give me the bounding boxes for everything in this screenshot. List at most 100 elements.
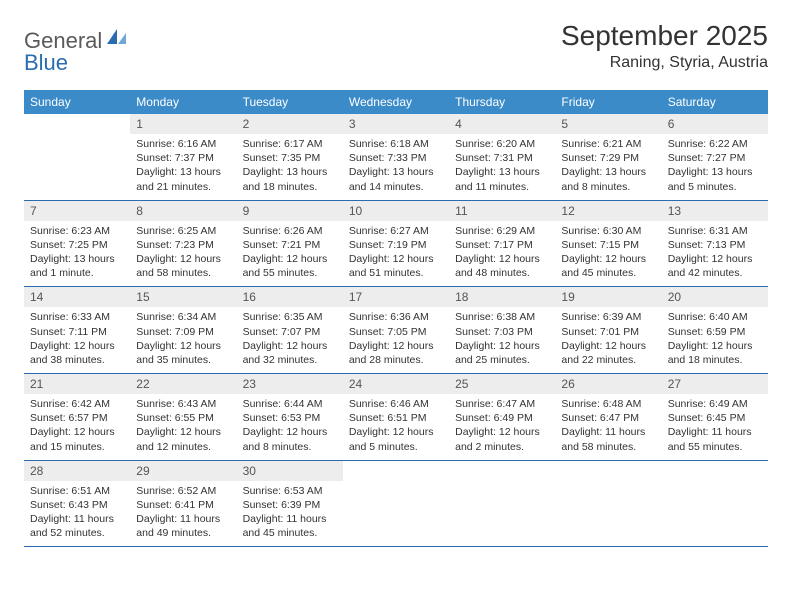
calendar-cell: 27Sunrise: 6:49 AMSunset: 6:45 PMDayligh…: [662, 374, 768, 460]
day-number: 5: [555, 114, 661, 134]
calendar-page: General September 2025 Raning, Styria, A…: [0, 0, 792, 567]
day-number: 12: [555, 201, 661, 221]
calendar-week: 28Sunrise: 6:51 AMSunset: 6:43 PMDayligh…: [24, 461, 768, 548]
weekday-header: Thursday: [449, 90, 555, 114]
day-number: 4: [449, 114, 555, 134]
day-number: 26: [555, 374, 661, 394]
day-number: 13: [662, 201, 768, 221]
day-details: Sunrise: 6:21 AMSunset: 7:29 PMDaylight:…: [555, 134, 661, 200]
day-details: Sunrise: 6:48 AMSunset: 6:47 PMDaylight:…: [555, 394, 661, 460]
day-details: Sunrise: 6:17 AMSunset: 7:35 PMDaylight:…: [237, 134, 343, 200]
day-details: Sunrise: 6:33 AMSunset: 7:11 PMDaylight:…: [24, 307, 130, 373]
day-details: Sunrise: 6:26 AMSunset: 7:21 PMDaylight:…: [237, 221, 343, 287]
calendar-cell: 20Sunrise: 6:40 AMSunset: 6:59 PMDayligh…: [662, 287, 768, 373]
calendar-cell: 14Sunrise: 6:33 AMSunset: 7:11 PMDayligh…: [24, 287, 130, 373]
calendar-cell: [555, 461, 661, 547]
calendar-week: 21Sunrise: 6:42 AMSunset: 6:57 PMDayligh…: [24, 374, 768, 461]
weekday-header: Sunday: [24, 90, 130, 114]
day-details: Sunrise: 6:22 AMSunset: 7:27 PMDaylight:…: [662, 134, 768, 200]
day-number: 29: [130, 461, 236, 481]
day-details: Sunrise: 6:42 AMSunset: 6:57 PMDaylight:…: [24, 394, 130, 460]
calendar-cell: [662, 461, 768, 547]
calendar-cell: 6Sunrise: 6:22 AMSunset: 7:27 PMDaylight…: [662, 114, 768, 200]
day-details: Sunrise: 6:27 AMSunset: 7:19 PMDaylight:…: [343, 221, 449, 287]
calendar-cell: 5Sunrise: 6:21 AMSunset: 7:29 PMDaylight…: [555, 114, 661, 200]
calendar-cell: 2Sunrise: 6:17 AMSunset: 7:35 PMDaylight…: [237, 114, 343, 200]
month-title: September 2025: [561, 20, 768, 52]
day-details: Sunrise: 6:51 AMSunset: 6:43 PMDaylight:…: [24, 481, 130, 547]
day-details: Sunrise: 6:18 AMSunset: 7:33 PMDaylight:…: [343, 134, 449, 200]
title-block: September 2025 Raning, Styria, Austria: [561, 20, 768, 72]
calendar-cell: 15Sunrise: 6:34 AMSunset: 7:09 PMDayligh…: [130, 287, 236, 373]
day-number: 17: [343, 287, 449, 307]
calendar-cell: [24, 114, 130, 200]
calendar-cell: 7Sunrise: 6:23 AMSunset: 7:25 PMDaylight…: [24, 201, 130, 287]
calendar-cell: 23Sunrise: 6:44 AMSunset: 6:53 PMDayligh…: [237, 374, 343, 460]
logo-sail-icon: [106, 27, 128, 50]
weekday-header: Friday: [555, 90, 661, 114]
day-details: Sunrise: 6:30 AMSunset: 7:15 PMDaylight:…: [555, 221, 661, 287]
day-details: Sunrise: 6:53 AMSunset: 6:39 PMDaylight:…: [237, 481, 343, 547]
day-details: Sunrise: 6:25 AMSunset: 7:23 PMDaylight:…: [130, 221, 236, 287]
calendar-cell: 22Sunrise: 6:43 AMSunset: 6:55 PMDayligh…: [130, 374, 236, 460]
calendar-cell: 10Sunrise: 6:27 AMSunset: 7:19 PMDayligh…: [343, 201, 449, 287]
calendar-cell: [449, 461, 555, 547]
calendar-cell: 25Sunrise: 6:47 AMSunset: 6:49 PMDayligh…: [449, 374, 555, 460]
day-details: Sunrise: 6:46 AMSunset: 6:51 PMDaylight:…: [343, 394, 449, 460]
calendar-cell: 21Sunrise: 6:42 AMSunset: 6:57 PMDayligh…: [24, 374, 130, 460]
day-number: 25: [449, 374, 555, 394]
day-number: 9: [237, 201, 343, 221]
weekday-header: Saturday: [662, 90, 768, 114]
day-number: 8: [130, 201, 236, 221]
location-text: Raning, Styria, Austria: [561, 54, 768, 72]
calendar-cell: 17Sunrise: 6:36 AMSunset: 7:05 PMDayligh…: [343, 287, 449, 373]
day-number: 30: [237, 461, 343, 481]
calendar-cell: 12Sunrise: 6:30 AMSunset: 7:15 PMDayligh…: [555, 201, 661, 287]
calendar-cell: 16Sunrise: 6:35 AMSunset: 7:07 PMDayligh…: [237, 287, 343, 373]
calendar-cell: 18Sunrise: 6:38 AMSunset: 7:03 PMDayligh…: [449, 287, 555, 373]
day-number: 23: [237, 374, 343, 394]
day-number: 10: [343, 201, 449, 221]
calendar-week: 7Sunrise: 6:23 AMSunset: 7:25 PMDaylight…: [24, 201, 768, 288]
day-details: Sunrise: 6:44 AMSunset: 6:53 PMDaylight:…: [237, 394, 343, 460]
day-number: 27: [662, 374, 768, 394]
day-number: 7: [24, 201, 130, 221]
day-number: 1: [130, 114, 236, 134]
day-number: 18: [449, 287, 555, 307]
day-details: Sunrise: 6:35 AMSunset: 7:07 PMDaylight:…: [237, 307, 343, 373]
day-number: 24: [343, 374, 449, 394]
day-number: 15: [130, 287, 236, 307]
day-details: Sunrise: 6:43 AMSunset: 6:55 PMDaylight:…: [130, 394, 236, 460]
calendar-cell: 28Sunrise: 6:51 AMSunset: 6:43 PMDayligh…: [24, 461, 130, 547]
day-number: 28: [24, 461, 130, 481]
weekday-header: Tuesday: [237, 90, 343, 114]
day-details: Sunrise: 6:36 AMSunset: 7:05 PMDaylight:…: [343, 307, 449, 373]
day-details: Sunrise: 6:29 AMSunset: 7:17 PMDaylight:…: [449, 221, 555, 287]
day-number: 6: [662, 114, 768, 134]
day-number: 19: [555, 287, 661, 307]
weekday-header-row: SundayMondayTuesdayWednesdayThursdayFrid…: [24, 90, 768, 114]
day-details: Sunrise: 6:39 AMSunset: 7:01 PMDaylight:…: [555, 307, 661, 373]
day-details: Sunrise: 6:20 AMSunset: 7:31 PMDaylight:…: [449, 134, 555, 200]
day-details: Sunrise: 6:47 AMSunset: 6:49 PMDaylight:…: [449, 394, 555, 460]
calendar-cell: 19Sunrise: 6:39 AMSunset: 7:01 PMDayligh…: [555, 287, 661, 373]
day-details: Sunrise: 6:40 AMSunset: 6:59 PMDaylight:…: [662, 307, 768, 373]
day-details: Sunrise: 6:16 AMSunset: 7:37 PMDaylight:…: [130, 134, 236, 200]
calendar-cell: 13Sunrise: 6:31 AMSunset: 7:13 PMDayligh…: [662, 201, 768, 287]
calendar-cell: 30Sunrise: 6:53 AMSunset: 6:39 PMDayligh…: [237, 461, 343, 547]
day-details: Sunrise: 6:23 AMSunset: 7:25 PMDaylight:…: [24, 221, 130, 287]
calendar-cell: 8Sunrise: 6:25 AMSunset: 7:23 PMDaylight…: [130, 201, 236, 287]
day-details: Sunrise: 6:34 AMSunset: 7:09 PMDaylight:…: [130, 307, 236, 373]
calendar-cell: 11Sunrise: 6:29 AMSunset: 7:17 PMDayligh…: [449, 201, 555, 287]
day-details: Sunrise: 6:31 AMSunset: 7:13 PMDaylight:…: [662, 221, 768, 287]
logo-word-2: Blue: [24, 50, 68, 76]
calendar-cell: [343, 461, 449, 547]
calendar-week: 1Sunrise: 6:16 AMSunset: 7:37 PMDaylight…: [24, 114, 768, 201]
day-number: 22: [130, 374, 236, 394]
day-number: 16: [237, 287, 343, 307]
day-number: 21: [24, 374, 130, 394]
day-details: Sunrise: 6:38 AMSunset: 7:03 PMDaylight:…: [449, 307, 555, 373]
calendar-cell: 4Sunrise: 6:20 AMSunset: 7:31 PMDaylight…: [449, 114, 555, 200]
day-number: 14: [24, 287, 130, 307]
calendar-week: 14Sunrise: 6:33 AMSunset: 7:11 PMDayligh…: [24, 287, 768, 374]
